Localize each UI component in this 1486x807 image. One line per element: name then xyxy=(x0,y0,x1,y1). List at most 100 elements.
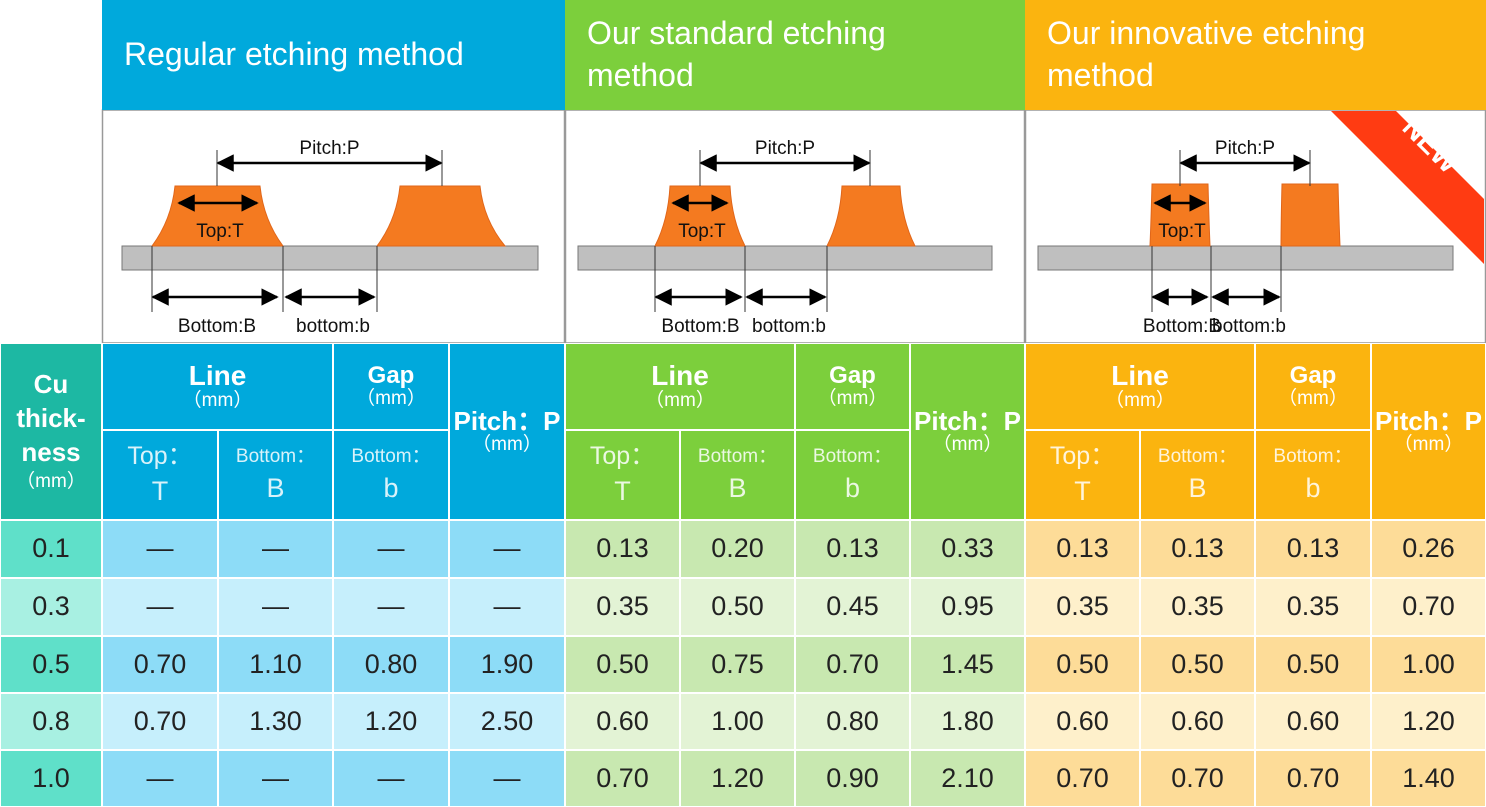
table-cell: 1.00 xyxy=(1371,636,1486,693)
table-cell: Top： T xyxy=(1025,430,1140,520)
value: 0.60 xyxy=(1056,705,1109,736)
dimension-label: Bottom:B xyxy=(661,316,739,337)
table-cell: 0.8 xyxy=(0,693,102,750)
table-cell: 0.70 xyxy=(1255,750,1371,807)
table-cell: Gap （mm） xyxy=(795,343,910,430)
table-cell: 1.0 xyxy=(0,750,102,807)
sub-header: Top： xyxy=(589,442,656,471)
table-cell: 1.20 xyxy=(1371,693,1486,750)
value: 0.35 xyxy=(1056,591,1109,622)
table-cell: 0.60 xyxy=(1025,693,1140,750)
table-cell: — xyxy=(333,520,449,578)
value: 0.50 xyxy=(1056,648,1109,679)
table-cell: 0.70 xyxy=(1371,578,1486,636)
table-cell: 0.13 xyxy=(795,520,910,578)
table-cell: Bottom： B xyxy=(680,430,795,520)
table-cell: Top： T xyxy=(565,430,680,520)
thickness: 0.3 xyxy=(32,591,70,622)
line-header: Line xyxy=(1111,359,1169,391)
value: 1.90 xyxy=(480,648,534,679)
value: — xyxy=(146,762,174,793)
value: 1.80 xyxy=(941,705,994,736)
value: 0.80 xyxy=(826,705,879,736)
value: — xyxy=(493,762,521,793)
table-cell: — xyxy=(218,520,333,578)
cu-header-line: thick- xyxy=(16,403,86,434)
table-cell: Line （mm） xyxy=(102,343,333,430)
value: 0.70 xyxy=(1402,591,1455,622)
table-cell: 1.80 xyxy=(910,693,1025,750)
value: 0.35 xyxy=(1171,591,1224,622)
value: 1.20 xyxy=(711,762,764,793)
table-cell: 0.50 xyxy=(1140,636,1255,693)
pitch-header: Pitch：P xyxy=(453,405,561,436)
value: 0.13 xyxy=(826,533,879,564)
value: 1.40 xyxy=(1402,762,1455,793)
table-cell: 0.80 xyxy=(333,636,449,693)
method-title: Our innovative etching method xyxy=(1025,0,1486,110)
value: — xyxy=(262,591,289,622)
table-cell: 0.3 xyxy=(0,578,102,636)
value: 1.20 xyxy=(1402,705,1455,736)
table-cell: 0.35 xyxy=(1025,578,1140,636)
value: — xyxy=(146,591,174,622)
gap-header: Gap xyxy=(367,361,415,389)
value: 1.20 xyxy=(364,705,418,736)
table-cell: 0.70 xyxy=(1140,750,1255,807)
table-cell: 0.70 xyxy=(795,636,910,693)
table-cell: 0.33 xyxy=(910,520,1025,578)
table-cell: 0.60 xyxy=(1140,693,1255,750)
value: 0.50 xyxy=(1286,648,1340,679)
table-cell: — xyxy=(102,578,218,636)
sub-header-letter: B xyxy=(266,472,285,503)
table-cell: — xyxy=(333,578,449,636)
sub-header-letter: b xyxy=(844,472,861,503)
value: 0.60 xyxy=(1286,705,1340,736)
table-cell: 0.70 xyxy=(102,693,218,750)
table-cell: 0.35 xyxy=(1140,578,1255,636)
table-cell: 0.70 xyxy=(102,636,218,693)
line-header: Line xyxy=(188,359,247,391)
value: 0.70 xyxy=(133,648,187,679)
table-cell: 1.00 xyxy=(680,693,795,750)
table-cell: Bottom： b xyxy=(1255,430,1371,520)
dimension-label: Top:T xyxy=(1158,221,1206,242)
value: 0.70 xyxy=(826,648,879,679)
sub-header: Bottom： xyxy=(812,445,893,467)
table-cell: 0.75 xyxy=(680,636,795,693)
table-cell: 1.20 xyxy=(680,750,795,807)
thickness: 0.1 xyxy=(32,533,70,564)
table-cell: 1.90 xyxy=(449,636,565,693)
unit: （mm） xyxy=(932,434,1003,456)
value: 0.60 xyxy=(1171,705,1224,736)
value: — xyxy=(377,591,405,622)
copper-line xyxy=(376,185,507,247)
table-cell: 0.5 xyxy=(0,636,102,693)
table-cell: 1.20 xyxy=(333,693,449,750)
sub-header-letter: T xyxy=(151,475,169,506)
cu-header-line: （mm） xyxy=(16,470,86,492)
sub-header: Bottom： xyxy=(1273,445,1353,467)
value: 2.10 xyxy=(941,762,994,793)
table-cell: 0.13 xyxy=(1140,520,1255,578)
dimension-label: Pitch:P xyxy=(299,138,359,159)
table-cell: Bottom： B xyxy=(218,430,333,520)
table-cell: 0.35 xyxy=(1255,578,1371,636)
table-cell: 1.10 xyxy=(218,636,333,693)
pitch-header: Pitch：P xyxy=(914,405,1021,436)
sub-header: Top： xyxy=(1049,442,1116,471)
value: 0.75 xyxy=(711,648,764,679)
thickness: 0.8 xyxy=(32,705,70,736)
value: 0.50 xyxy=(1171,648,1224,679)
value: 0.70 xyxy=(133,705,187,736)
value: — xyxy=(493,533,521,564)
table-cell: 0.70 xyxy=(1025,750,1140,807)
table-cell: 0.95 xyxy=(910,578,1025,636)
value: 0.26 xyxy=(1402,533,1455,564)
table-cell: — xyxy=(333,750,449,807)
value: 1.00 xyxy=(711,705,764,736)
table-cell: Cu thick-ness （mm） xyxy=(0,343,102,520)
table-cell: Top： T xyxy=(102,430,218,520)
table-cell: 0.20 xyxy=(680,520,795,578)
